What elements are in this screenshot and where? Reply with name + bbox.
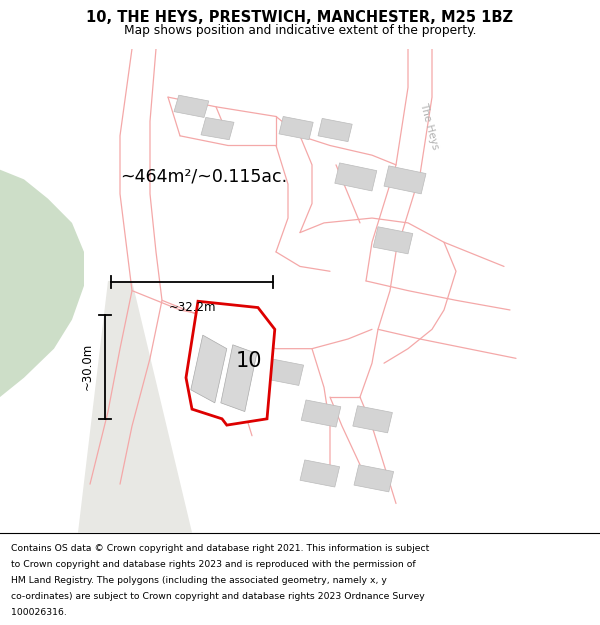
Polygon shape — [279, 116, 313, 140]
Polygon shape — [384, 166, 426, 194]
Polygon shape — [335, 163, 377, 191]
Polygon shape — [353, 406, 392, 433]
Polygon shape — [221, 345, 257, 411]
Polygon shape — [78, 281, 192, 532]
Polygon shape — [186, 301, 275, 425]
Text: ~30.0m: ~30.0m — [81, 343, 94, 391]
Text: to Crown copyright and database rights 2023 and is reproduced with the permissio: to Crown copyright and database rights 2… — [11, 560, 415, 569]
Polygon shape — [174, 95, 209, 118]
Polygon shape — [264, 358, 304, 386]
Text: HM Land Registry. The polygons (including the associated geometry, namely x, y: HM Land Registry. The polygons (includin… — [11, 576, 386, 585]
Text: 10: 10 — [236, 351, 262, 371]
Polygon shape — [373, 227, 413, 254]
Text: 100026316.: 100026316. — [11, 608, 67, 618]
Polygon shape — [301, 400, 341, 427]
Text: co-ordinates) are subject to Crown copyright and database rights 2023 Ordnance S: co-ordinates) are subject to Crown copyr… — [11, 592, 425, 601]
Text: The Heys: The Heys — [418, 101, 440, 151]
Polygon shape — [318, 118, 352, 142]
Polygon shape — [191, 335, 227, 403]
Text: Map shows position and indicative extent of the property.: Map shows position and indicative extent… — [124, 24, 476, 36]
Text: Contains OS data © Crown copyright and database right 2021. This information is : Contains OS data © Crown copyright and d… — [11, 544, 429, 552]
Polygon shape — [0, 169, 84, 532]
Polygon shape — [300, 460, 340, 487]
Text: 10, THE HEYS, PRESTWICH, MANCHESTER, M25 1BZ: 10, THE HEYS, PRESTWICH, MANCHESTER, M25… — [86, 10, 514, 25]
Polygon shape — [201, 118, 234, 140]
Polygon shape — [354, 465, 394, 492]
Text: ~32.2m: ~32.2m — [168, 301, 216, 314]
Text: ~464m²/~0.115ac.: ~464m²/~0.115ac. — [120, 168, 287, 186]
